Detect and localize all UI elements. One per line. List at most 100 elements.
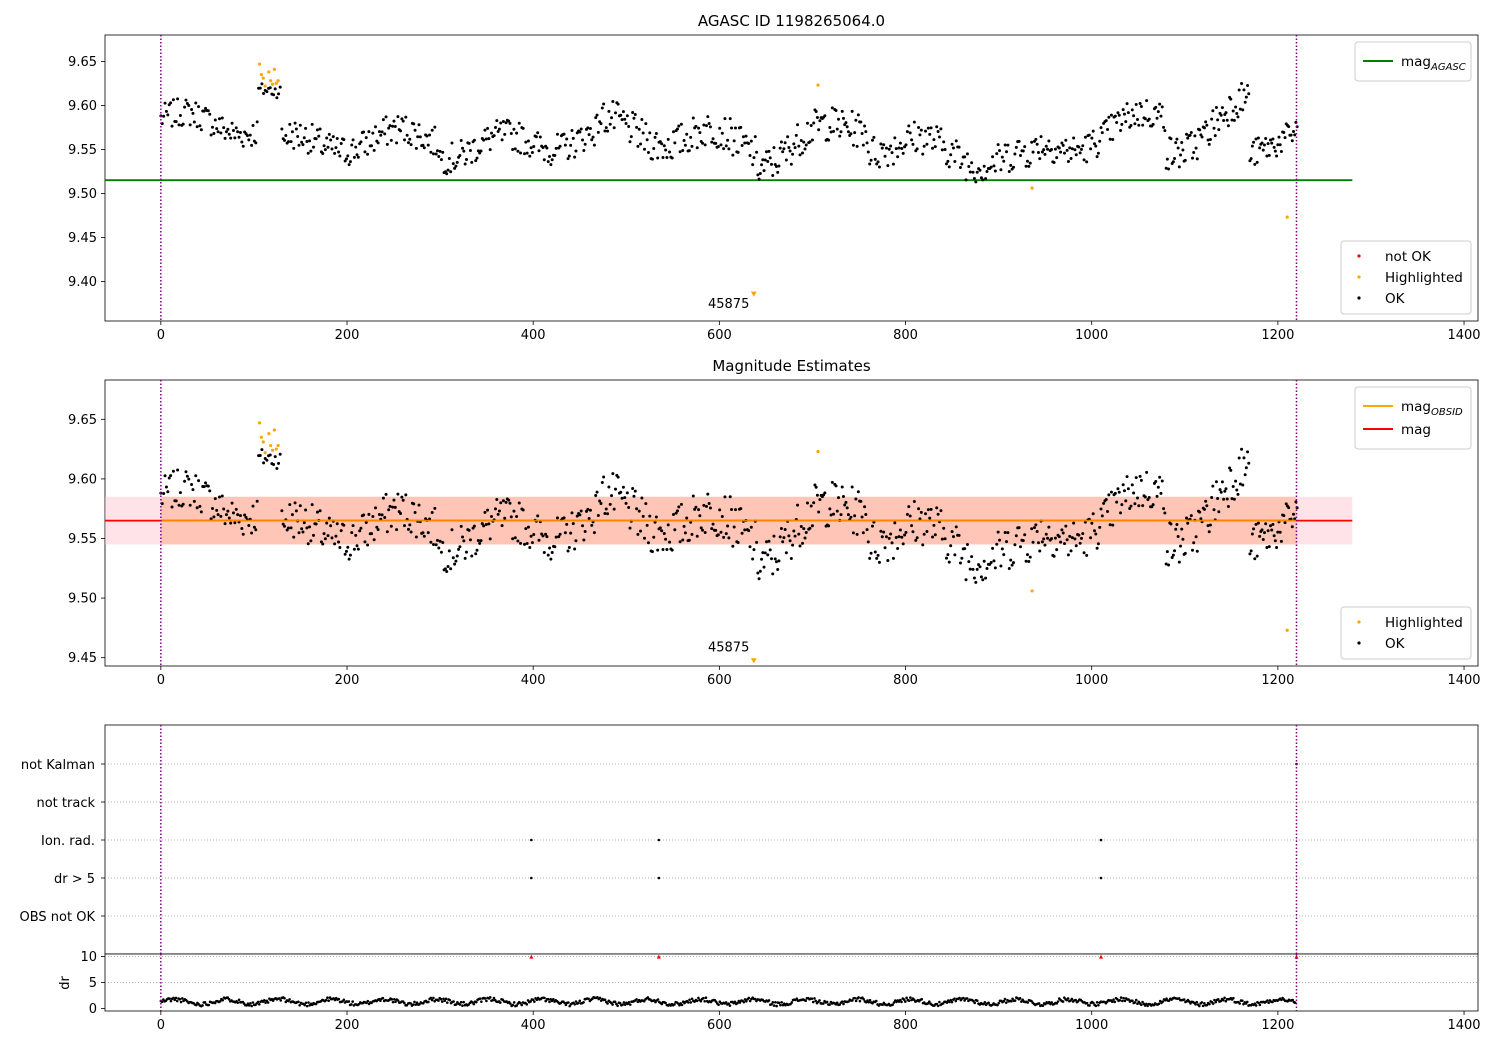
ok-point <box>701 528 705 532</box>
ok-point <box>1269 138 1273 142</box>
dr-point <box>1242 1002 1245 1006</box>
ok-point <box>1232 497 1236 501</box>
dr-point <box>1254 1004 1258 1007</box>
ok-point <box>1154 105 1158 109</box>
dr-point <box>795 997 799 1001</box>
ok-point <box>363 150 367 154</box>
ok-point <box>248 133 252 137</box>
dr-point <box>324 998 328 1002</box>
ok-point <box>387 126 391 130</box>
ok-point <box>366 152 370 156</box>
ok-point <box>829 130 833 134</box>
ok-point <box>849 132 853 136</box>
ok-point <box>1165 550 1169 554</box>
ok-point <box>914 538 918 542</box>
ok-point <box>1283 136 1287 140</box>
ok-point <box>1169 137 1173 141</box>
ok-point <box>1230 497 1234 501</box>
ok-point <box>1163 511 1167 515</box>
ok-point <box>1018 545 1022 549</box>
dr-point <box>1145 1002 1148 1006</box>
dr-point <box>958 996 961 1000</box>
dr-point <box>174 996 178 1000</box>
ok-point <box>602 475 606 479</box>
ok-point <box>666 523 670 527</box>
ok-point <box>950 530 954 534</box>
ok-point <box>262 461 266 465</box>
dr-point <box>1161 1000 1165 1003</box>
y-tick-label: 0 <box>89 1002 97 1017</box>
ok-point <box>1039 135 1043 139</box>
x-tick-label: 600 <box>707 1018 732 1033</box>
ok-point <box>1096 542 1100 546</box>
ok-point <box>1106 128 1110 132</box>
ok-point <box>1120 122 1124 126</box>
ok-point <box>960 162 964 166</box>
ok-point <box>670 548 674 552</box>
ok-point <box>965 152 969 156</box>
ok-point <box>1243 100 1247 104</box>
ok-point <box>272 93 276 97</box>
ok-point <box>992 164 996 168</box>
ok-point <box>1160 479 1164 483</box>
ok-point <box>749 139 753 143</box>
ok-point <box>521 508 525 512</box>
ok-point <box>733 126 737 130</box>
ok-point <box>1132 491 1136 495</box>
ok-point <box>840 485 844 489</box>
dr-point <box>173 998 177 1002</box>
dr-point <box>203 1001 207 1004</box>
ok-point <box>839 513 843 517</box>
ok-point <box>866 540 870 544</box>
ok-point <box>621 485 625 489</box>
ok-point <box>809 504 813 508</box>
ok-point <box>1133 502 1137 506</box>
ok-point <box>342 523 346 527</box>
ok-point <box>760 557 764 561</box>
ok-point <box>532 144 536 148</box>
ok-point <box>532 533 536 537</box>
ok-point <box>911 142 915 146</box>
ok-point <box>747 529 751 533</box>
ok-point <box>226 509 230 513</box>
ok-point <box>610 116 614 120</box>
dr-point <box>857 996 860 999</box>
dr-point <box>1047 1000 1051 1004</box>
ok-point <box>1238 482 1242 486</box>
ok-point <box>967 560 971 564</box>
ok-point <box>1064 138 1068 142</box>
ok-point <box>1013 152 1017 156</box>
ok-point <box>366 543 370 547</box>
ok-point <box>781 150 785 154</box>
ok-point <box>687 538 691 542</box>
dr-point <box>724 1001 728 1004</box>
dr-point <box>835 1001 839 1005</box>
ok-point <box>438 149 442 153</box>
ok-point <box>516 149 520 153</box>
ok-point <box>178 491 182 495</box>
ok-point <box>389 524 393 528</box>
ok-point <box>219 514 223 518</box>
ok-point <box>592 143 596 147</box>
ok-point <box>901 151 905 155</box>
dr-point <box>485 999 488 1003</box>
ok-point <box>513 536 517 540</box>
ok-point <box>928 132 932 136</box>
dr-point <box>582 1000 585 1004</box>
ok-point <box>1158 475 1162 479</box>
ok-point <box>439 550 443 554</box>
ok-point <box>227 132 231 136</box>
ok-point <box>1028 555 1032 559</box>
ok-point <box>1006 143 1010 147</box>
ok-point <box>982 164 986 168</box>
ok-point <box>1174 527 1178 531</box>
ok-point <box>441 150 445 154</box>
ok-point <box>678 540 682 544</box>
legend-marker <box>1357 620 1361 624</box>
dr-point <box>439 997 443 1001</box>
ok-point <box>592 531 596 535</box>
ok-point <box>818 498 822 502</box>
ok-point <box>1122 489 1126 493</box>
ok-point <box>544 532 548 536</box>
ok-point <box>406 141 410 145</box>
